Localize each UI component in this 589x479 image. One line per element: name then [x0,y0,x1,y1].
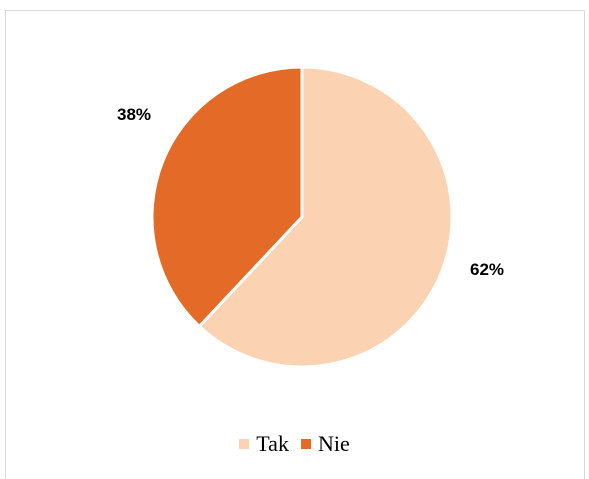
legend-item-nie: Nie [300,431,350,456]
legend-swatch-nie [300,439,311,449]
legend-label-tak: Tak [256,431,289,456]
pie-slice-tak [197,65,454,369]
legend: Tak Nie [0,432,589,456]
data-label-tak: 62% [470,260,504,279]
data-label-nie: 38% [117,105,151,124]
pie-slice-nie [150,65,304,328]
legend-label-nie: Nie [317,431,350,456]
legend-item-tak: Tak [239,432,289,456]
legend-swatch-tak [239,439,250,449]
